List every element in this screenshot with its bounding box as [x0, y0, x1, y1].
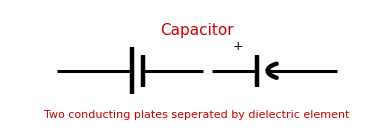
- Text: Capacitor: Capacitor: [160, 23, 233, 38]
- Text: +: +: [232, 40, 243, 53]
- Text: Two conducting plates seperated by dielectric element: Two conducting plates seperated by diele…: [44, 110, 349, 120]
